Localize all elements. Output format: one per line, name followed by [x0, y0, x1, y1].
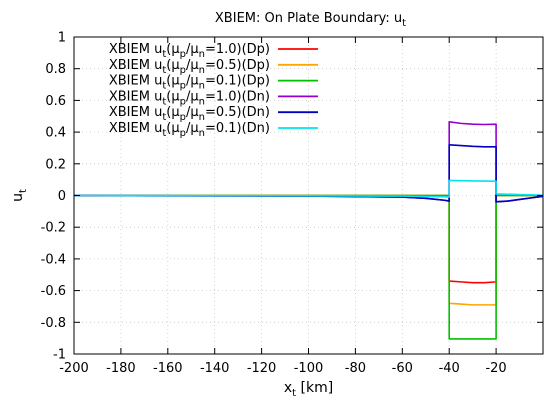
y-tick-label: -0.2 — [41, 221, 66, 236]
y-tick-label: -0.8 — [41, 316, 66, 331]
y-tick-label: 0.8 — [45, 62, 66, 77]
y-tick-label: -0.6 — [41, 284, 66, 299]
x-tick-label: -200 — [59, 361, 89, 376]
x-tick-label: -80 — [345, 361, 366, 376]
y-tick-label: 0 — [58, 189, 66, 204]
legend-label-5: XBIEM ut(μp/μn=0.5)(Dn) — [109, 105, 270, 123]
legend: XBIEM ut(μp/μn=1.0)(Dp)XBIEM ut(μp/μn=0.… — [109, 42, 318, 139]
x-tick-label: -20 — [485, 361, 506, 376]
x-tick-label: -180 — [106, 361, 136, 376]
x-tick-label: -100 — [294, 361, 324, 376]
y-tick-label: -0.4 — [41, 252, 66, 267]
y-tick-label: -1 — [53, 348, 66, 363]
x-axis-label: xt [km] — [284, 380, 333, 399]
x-tick-label: -40 — [439, 361, 460, 376]
series-line-2 — [74, 194, 543, 306]
chart-title: XBIEM: On Plate Boundary: ut — [215, 11, 406, 29]
legend-label-1: XBIEM ut(μp/μn=1.0)(Dp) — [109, 42, 270, 60]
x-tick-label: -120 — [247, 361, 277, 376]
series-line-5 — [73, 143, 544, 203]
axis-ticks: -200 -180 -160 -140 -120 -100 -80 -60 -40 -20 -1 -0… — [41, 31, 543, 376]
y-tick-label: 1 — [58, 31, 66, 46]
legend-label-4: XBIEM ut(μp/μn=1.0)(Dn) — [109, 89, 270, 107]
series-line-6 — [73, 179, 544, 198]
series-lines — [73, 121, 544, 340]
legend-label-2: XBIEM ut(μp/μn=0.5)(Dp) — [109, 58, 270, 76]
x-tick-label: -60 — [392, 361, 413, 376]
x-tick-label: -160 — [153, 361, 183, 376]
y-axis-label: ut — [10, 189, 29, 202]
y-tick-label: 0.6 — [45, 94, 66, 109]
legend-label-3: XBIEM ut(μp/μn=0.1)(Dp) — [109, 74, 270, 92]
y-tick-label: 0.4 — [45, 126, 66, 141]
x-tick-label: -140 — [200, 361, 230, 376]
y-tick-label: 0.2 — [45, 157, 66, 172]
legend-label-6: XBIEM ut(μp/μn=0.1)(Dn) — [109, 121, 270, 139]
